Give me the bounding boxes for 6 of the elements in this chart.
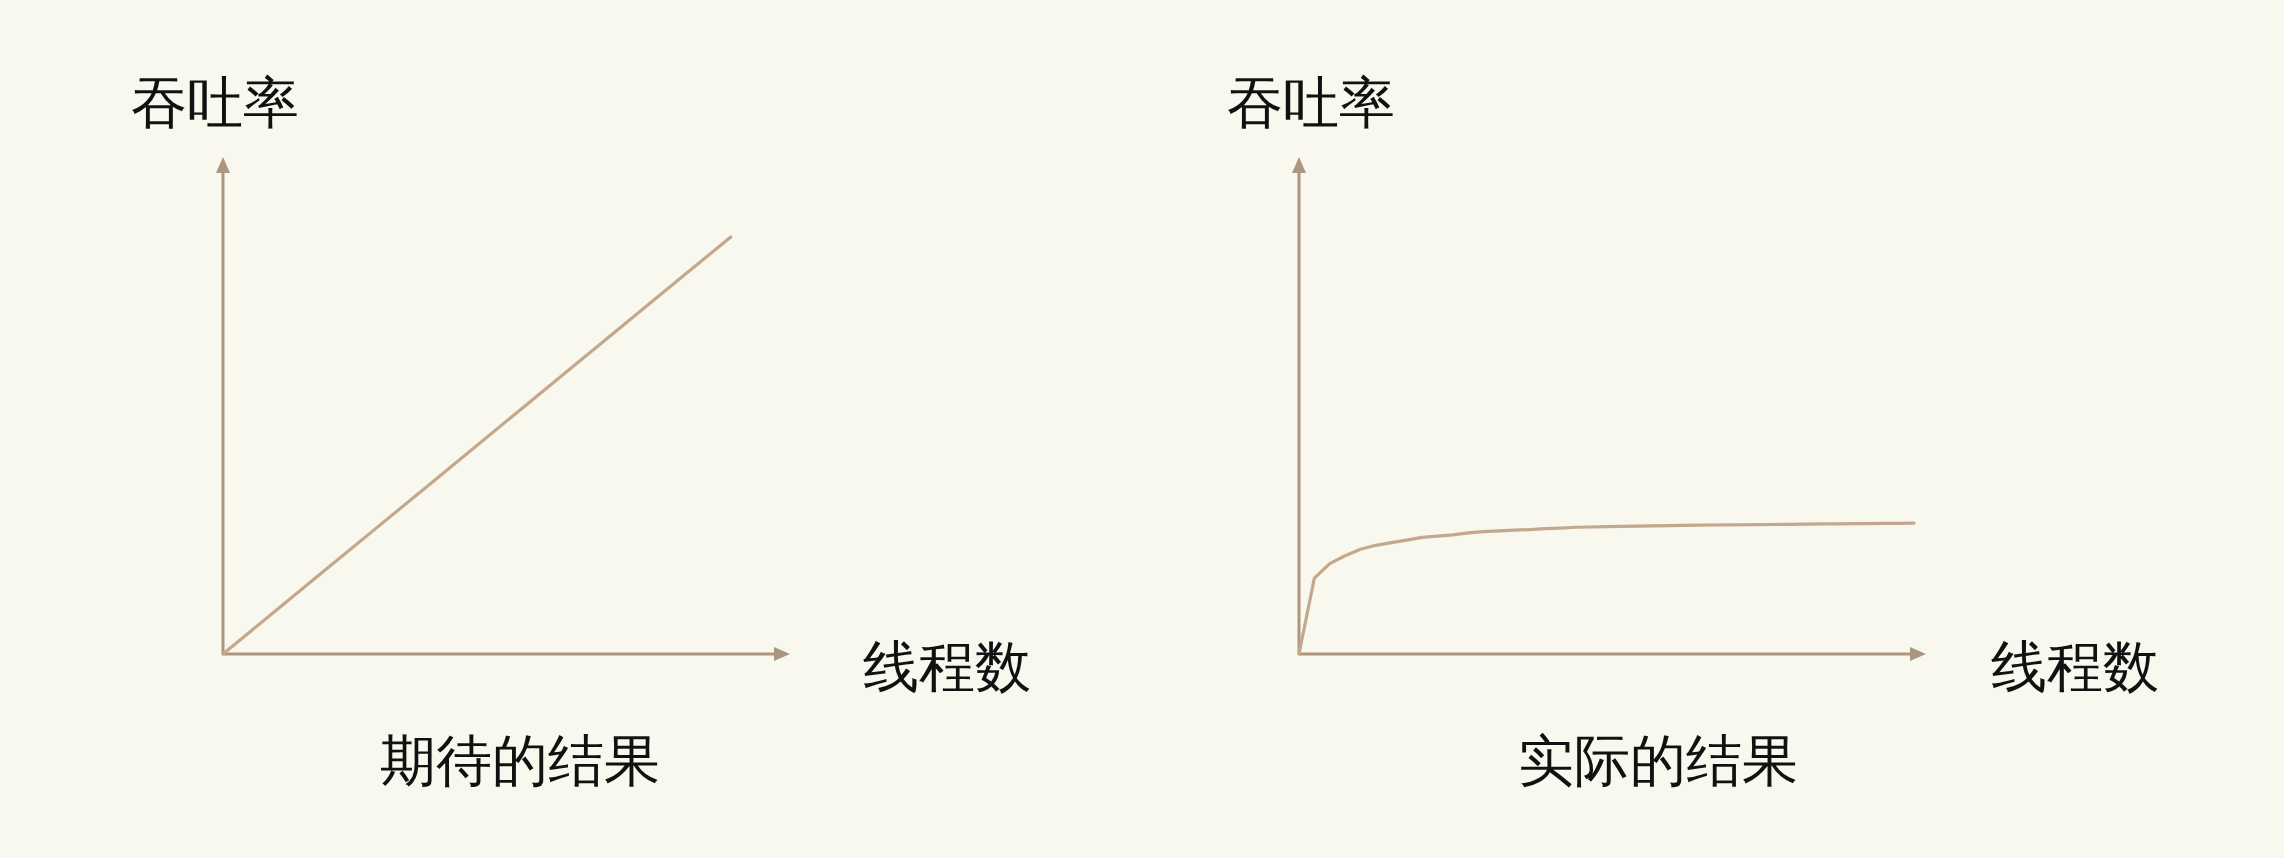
text: 实际的结果 — [1518, 728, 1798, 793]
y-axis-title: 吞吐率 — [131, 70, 299, 135]
text: 期待的结果 — [380, 728, 660, 793]
x-axis-title: 线程数 — [863, 634, 1031, 699]
x-axis-title: 线程数 — [1991, 634, 2159, 699]
y-axis-title: 吞吐率 — [1227, 70, 1395, 135]
